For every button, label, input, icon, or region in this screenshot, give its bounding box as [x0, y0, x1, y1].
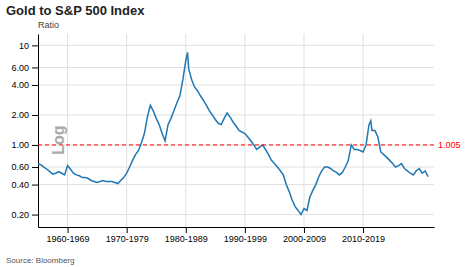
- y-axis-line: [38, 35, 39, 228]
- watermark: Log: [50, 125, 67, 154]
- y-axis-label: Ratio: [38, 20, 59, 30]
- x-tick-label: 1970-1979: [106, 234, 149, 244]
- grid-line-y: [38, 45, 434, 46]
- x-tick-mark: [363, 227, 364, 233]
- y-tick-label: 1.00: [11, 140, 29, 150]
- y-tick: 6.00: [11, 63, 38, 73]
- x-axis-line: [39, 227, 435, 228]
- x-tick: 1980-1989: [165, 227, 208, 244]
- x-tick-mark: [127, 227, 128, 233]
- y-tick-mark: [32, 45, 38, 46]
- x-tick: 1960-1969: [47, 227, 90, 244]
- grid-line-x: [363, 34, 364, 227]
- data-line: [38, 52, 428, 214]
- y-tick-mark: [32, 145, 38, 146]
- title: Gold to S&P 500 Index: [6, 3, 145, 18]
- x-tick: 1990-1999: [224, 227, 267, 244]
- y-tick: 4.00: [11, 80, 38, 90]
- y-tick: 1.00: [11, 140, 38, 150]
- y-tick: 0.20: [11, 210, 38, 220]
- x-tick-label: 2000-2009: [283, 234, 326, 244]
- grid-line-y: [38, 84, 434, 85]
- y-tick-label: 2.00: [11, 110, 29, 120]
- y-tick-mark: [32, 67, 38, 68]
- y-tick-label: 0.60: [11, 162, 29, 172]
- y-tick-mark: [32, 167, 38, 168]
- y-tick: 0.60: [11, 162, 38, 172]
- grid: [38, 34, 434, 227]
- x-tick-label: 1990-1999: [224, 234, 267, 244]
- y-tick-label: 0.20: [11, 210, 29, 220]
- y-tick-mark: [32, 115, 38, 116]
- y-tick-mark: [32, 215, 38, 216]
- x-tick-mark: [245, 227, 246, 233]
- plot-area: [38, 52, 434, 214]
- x-axis: 1960-1969 1970-1979 1980-1989 1990-1999 2000…: [39, 227, 435, 244]
- reference-line-label: 1.005: [438, 140, 461, 150]
- grid-line-x: [244, 34, 245, 227]
- y-tick: 2.00: [11, 110, 38, 120]
- chart: 1960-1969 1970-1979 1980-1989 1990-1999 2000…: [0, 0, 474, 267]
- x-tick-label: 2010-2019: [342, 234, 385, 244]
- reference-line: [38, 144, 434, 145]
- grid-line-y: [38, 114, 434, 115]
- grid-line-y: [38, 67, 434, 68]
- y-tick-label: 6.00: [11, 63, 29, 73]
- y-tick-mark: [32, 85, 38, 86]
- grid-line-x: [303, 34, 304, 227]
- x-tick: 2000-2009: [283, 227, 326, 244]
- x-tick-label: 1960-1969: [47, 234, 90, 244]
- y-tick-label: 4.00: [11, 80, 29, 90]
- y-tick-mark: [32, 185, 38, 186]
- x-tick-mark: [186, 227, 187, 233]
- y-tick-label: 10: [19, 41, 29, 51]
- grid-line-y: [38, 214, 434, 215]
- grid-line-y: [38, 144, 434, 145]
- grid-line-y: [38, 184, 434, 185]
- source: Source: Bloomberg: [6, 256, 74, 265]
- x-tick: 2010-2019: [342, 227, 385, 244]
- x-tick-label: 1980-1989: [165, 234, 208, 244]
- grid-line-x: [126, 34, 127, 227]
- y-tick-label: 0.40: [11, 180, 29, 190]
- grid-line-y: [38, 167, 434, 168]
- x-tick-mark: [68, 227, 69, 233]
- x-tick-mark: [304, 227, 305, 233]
- y-axis: 0.20 0.40 0.60 1.00 2.00 4.00 6.00 10: [11, 35, 38, 228]
- x-tick: 1970-1979: [106, 227, 149, 244]
- y-tick: 10: [19, 41, 38, 51]
- grid-line-x: [67, 34, 68, 227]
- y-tick: 0.40: [11, 180, 38, 190]
